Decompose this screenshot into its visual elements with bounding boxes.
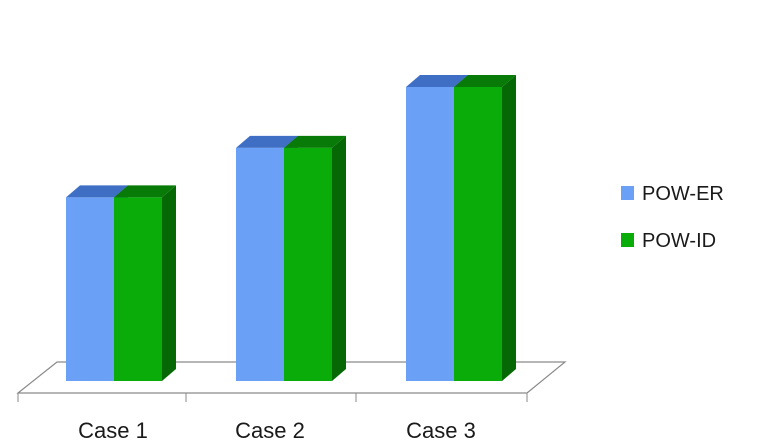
bar-top-face [284,135,346,148]
legend-item-pow-id: POW-ID [621,230,716,252]
bar-front-face [284,147,332,381]
bar-front-face [66,197,114,381]
bar-pow-id-3 [454,74,516,381]
x-tick-label: Case 1 [78,418,148,443]
bar-top-face [236,135,298,148]
bar-top-face [114,185,176,198]
legend: POW-ER POW-ID [621,183,724,252]
bar-front-face [454,86,502,381]
bar-side-face [502,74,516,381]
x-tick-label: Case 3 [406,418,476,443]
bar-top-face [454,74,516,87]
bar-front-face [114,197,162,381]
bar-pow-id-2 [284,135,346,381]
bar-top-face [66,185,128,198]
legend-swatch [621,233,634,247]
legend-item-pow-er: POW-ER [621,183,724,205]
bar-front-face [406,86,454,381]
legend-label: POW-ER [642,183,724,205]
bar-pow-id-1 [114,185,176,381]
legend-label: POW-ID [642,230,716,252]
legend-swatch [621,186,634,200]
bars-group [66,74,516,381]
bar-side-face [332,135,346,381]
category-labels: Case 1 Case 2 Case 3 [78,418,476,443]
bar-pow-er-1 [66,185,128,381]
bar-side-face [162,185,176,381]
bar-front-face [236,147,284,381]
bar-top-face [406,74,468,87]
x-tick-label: Case 2 [235,418,305,443]
